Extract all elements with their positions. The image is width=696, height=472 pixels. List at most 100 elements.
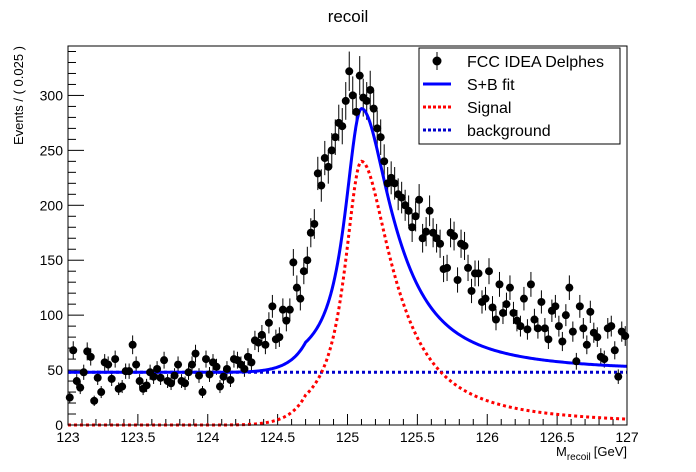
data-point [572,357,581,366]
data-point [348,91,357,100]
data-point [264,318,273,327]
signal-curve [68,159,628,427]
data-point [376,133,385,142]
x-tick-label: 124.5 [260,429,295,445]
data-point [184,368,193,377]
data-point [607,322,616,331]
data-point [149,372,158,381]
data-point [610,346,619,355]
data-point [86,352,95,361]
data-point [415,195,424,204]
data-point [453,275,462,284]
plot-frame [67,45,628,426]
data-point [425,206,434,215]
x-tick-label: 125 [336,429,360,445]
data-point [310,219,319,228]
data-point [317,181,326,190]
data-point [540,324,549,333]
data-point [558,337,567,346]
data-point [215,382,224,391]
data-point [551,302,560,311]
data-point [526,280,535,289]
data-point [268,302,277,311]
data-point [198,388,207,397]
data-point [219,372,228,381]
data-point [338,122,347,131]
data-point [554,322,563,331]
data-point [516,322,525,331]
data-point [195,371,204,380]
fit-curves [68,106,628,427]
x-axis-label: Mrecoil [GeV] [556,444,627,463]
data-point [282,316,291,325]
x-tick-label: 126.5 [540,429,575,445]
data-point [254,338,263,347]
data-point [191,349,200,358]
data-point [118,382,127,391]
data-point [222,364,231,373]
data-point [104,360,113,369]
data-point [111,355,120,364]
sb-fit-curve [68,106,628,374]
data-point [621,332,630,341]
data-point [474,269,483,278]
data-point [411,212,420,221]
data-point [226,375,235,384]
data-point [205,370,214,379]
data-point [495,280,504,289]
data-point [76,383,85,392]
data-point [408,223,417,232]
data-point [352,107,361,116]
data-point [586,307,595,316]
data-point [481,294,490,303]
chart-title: recoil [328,7,369,26]
data-point [390,179,399,188]
data-point [422,227,431,236]
data-point [72,377,81,386]
data-point [362,96,371,105]
legend-marker [432,56,442,66]
y-tick-label: 250 [40,142,64,158]
data-point [341,96,350,105]
x-axis-label-sub: recoil [567,452,591,463]
legend-label: background [467,123,551,140]
legend-label: FCC IDEA Delphes [467,54,604,71]
data-point [278,305,287,314]
data-point [156,373,165,382]
data-point [582,340,591,349]
data-point [289,258,298,267]
data-point [212,362,221,371]
x-tick-label: 123.5 [120,429,155,445]
axis-ticks: 123 123.5 124 124.5 125 125.5 126 126.5 127 0 50 10… [40,50,639,445]
data-point [505,283,514,292]
x-tick-label: 127 [615,429,639,445]
data-point [292,283,301,292]
data-point [498,308,507,317]
data-point [530,315,539,324]
data-point [153,364,162,373]
data-point [373,124,382,133]
data-point [135,377,144,386]
data-point [303,256,312,265]
data-point [467,286,476,295]
data-point [202,355,211,364]
data-point [181,379,190,388]
data-point [380,157,389,166]
data-point [97,388,106,397]
data-point [575,302,584,311]
data-point [460,241,469,250]
data-point [443,263,452,272]
data-point [579,324,588,333]
data-point [544,335,553,344]
data-point [79,368,88,377]
data-point [484,267,493,276]
data-point [107,374,116,383]
data-point [299,267,308,276]
data-point [509,308,518,317]
legend-label: S+B fit [467,77,515,94]
data-point [561,311,570,320]
data-point [160,356,169,365]
y-tick-label: 100 [40,307,64,323]
data-point [418,234,427,243]
data-points [65,67,630,405]
